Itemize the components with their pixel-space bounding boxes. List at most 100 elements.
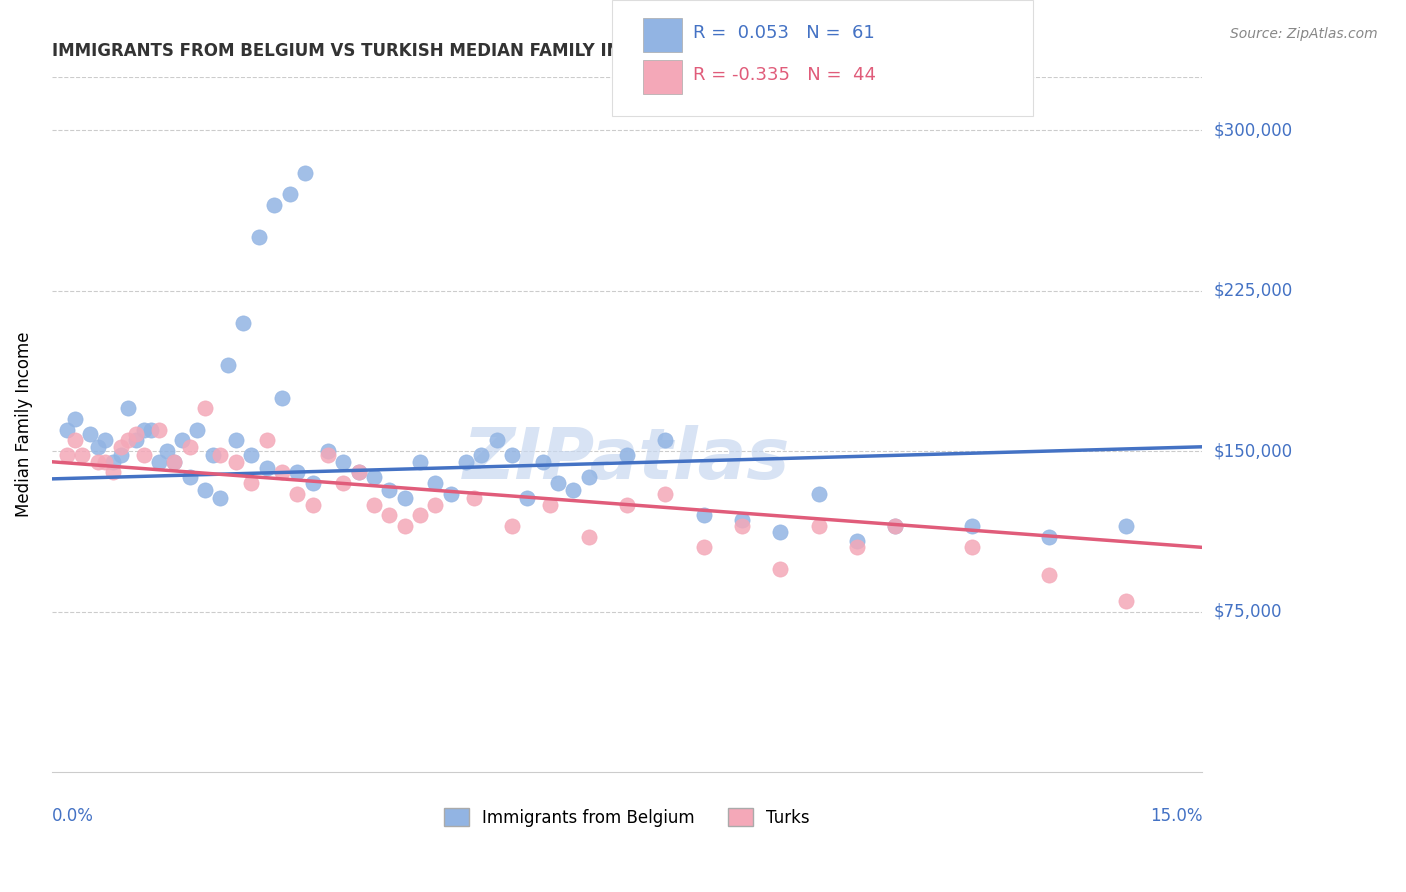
Point <box>247 230 270 244</box>
Point <box>132 423 155 437</box>
Point <box>884 519 907 533</box>
Point <box>94 434 117 448</box>
Point <box>256 434 278 448</box>
Point <box>578 469 600 483</box>
Point <box>294 166 316 180</box>
Point <box>654 487 676 501</box>
Point <box>63 434 86 448</box>
Point <box>225 455 247 469</box>
Point <box>110 448 132 462</box>
Point <box>56 423 79 437</box>
Point <box>285 487 308 501</box>
Point <box>394 519 416 533</box>
Point <box>347 466 370 480</box>
Point <box>201 448 224 462</box>
Point <box>332 455 354 469</box>
Text: ZIPatlas: ZIPatlas <box>464 425 790 493</box>
Point <box>163 455 186 469</box>
Point <box>363 498 385 512</box>
Point <box>148 423 170 437</box>
Point <box>141 423 163 437</box>
Point <box>485 434 508 448</box>
Point <box>347 466 370 480</box>
Text: IMMIGRANTS FROM BELGIUM VS TURKISH MEDIAN FAMILY INCOME CORRELATION CHART: IMMIGRANTS FROM BELGIUM VS TURKISH MEDIA… <box>52 42 880 60</box>
Text: R = -0.335   N =  44: R = -0.335 N = 44 <box>693 66 876 84</box>
Point <box>769 562 792 576</box>
Point <box>72 448 94 462</box>
Point <box>301 498 323 512</box>
Point <box>531 455 554 469</box>
Point <box>731 519 754 533</box>
Point <box>209 448 232 462</box>
Point <box>179 469 201 483</box>
Point <box>654 434 676 448</box>
Point <box>94 455 117 469</box>
Point <box>692 541 714 555</box>
Point <box>884 519 907 533</box>
Point <box>117 401 139 416</box>
Point <box>616 498 638 512</box>
Point <box>807 487 830 501</box>
Point <box>63 412 86 426</box>
Point <box>363 469 385 483</box>
Point <box>409 508 432 523</box>
Point <box>132 448 155 462</box>
Point <box>1115 594 1137 608</box>
Point <box>256 461 278 475</box>
Point <box>301 476 323 491</box>
Point <box>578 530 600 544</box>
Point <box>378 483 401 497</box>
Point <box>179 440 201 454</box>
Point <box>79 426 101 441</box>
Text: $300,000: $300,000 <box>1213 121 1292 139</box>
Point <box>232 316 254 330</box>
Point <box>163 455 186 469</box>
Point <box>194 483 217 497</box>
Point <box>470 448 492 462</box>
Point <box>692 508 714 523</box>
Point <box>316 448 339 462</box>
Point <box>394 491 416 505</box>
Text: $225,000: $225,000 <box>1213 282 1292 300</box>
Point <box>731 512 754 526</box>
Point <box>285 466 308 480</box>
Text: R =  0.053   N =  61: R = 0.053 N = 61 <box>693 24 875 42</box>
Point <box>454 455 477 469</box>
Point <box>501 448 523 462</box>
Point <box>1115 519 1137 533</box>
Point <box>270 466 292 480</box>
Point <box>960 519 983 533</box>
Point <box>501 519 523 533</box>
Point <box>209 491 232 505</box>
Point <box>225 434 247 448</box>
Point <box>87 455 110 469</box>
Point <box>960 541 983 555</box>
Point <box>616 448 638 462</box>
Point <box>156 444 179 458</box>
Point <box>217 359 239 373</box>
Point <box>409 455 432 469</box>
Point <box>425 498 447 512</box>
Point <box>110 440 132 454</box>
Point <box>316 444 339 458</box>
Point <box>240 448 263 462</box>
Point <box>807 519 830 533</box>
Point <box>125 426 148 441</box>
Text: 15.0%: 15.0% <box>1150 806 1202 825</box>
Point <box>263 198 285 212</box>
Point <box>332 476 354 491</box>
Point <box>148 455 170 469</box>
Legend: Immigrants from Belgium, Turks: Immigrants from Belgium, Turks <box>437 802 817 833</box>
Point <box>769 525 792 540</box>
Point <box>846 541 869 555</box>
Point <box>463 491 485 505</box>
Text: $150,000: $150,000 <box>1213 442 1292 460</box>
Point <box>240 476 263 491</box>
Point <box>846 533 869 548</box>
Point <box>439 487 461 501</box>
Text: 0.0%: 0.0% <box>52 806 94 825</box>
Point <box>87 440 110 454</box>
Point <box>101 455 124 469</box>
Point <box>1038 568 1060 582</box>
Point <box>1038 530 1060 544</box>
